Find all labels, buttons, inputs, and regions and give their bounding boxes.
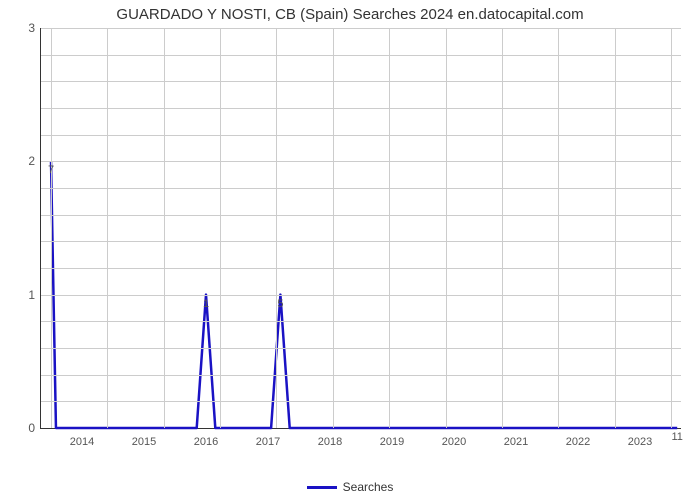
y-tick-label: 1 <box>28 288 41 302</box>
gridline-v <box>333 28 334 428</box>
x-tick-label: 2014 <box>70 428 94 448</box>
x-tick-label: 2019 <box>380 428 404 448</box>
gridline-h <box>41 348 681 349</box>
gridline-v <box>558 28 559 428</box>
y-tick-label: 2 <box>28 154 41 168</box>
gridline-h <box>41 188 681 189</box>
plot-area: 0123201420152016201720182019202020212022… <box>40 28 681 429</box>
gridline-h <box>41 215 681 216</box>
x-tick-label: 2021 <box>504 428 528 448</box>
x-tick-label: 2020 <box>442 428 466 448</box>
gridline-h <box>41 55 681 56</box>
gridline-h <box>41 295 681 296</box>
gridline-v <box>615 28 616 428</box>
gridline-h <box>41 241 681 242</box>
x-tick-label: 2023 <box>628 428 652 448</box>
gridline-h <box>41 81 681 82</box>
gridline-v <box>164 28 165 428</box>
data-point-label: 1 <box>203 298 209 310</box>
gridline-v <box>446 28 447 428</box>
data-line <box>41 28 681 428</box>
gridline-h <box>41 108 681 109</box>
gridline-h <box>41 321 681 322</box>
chart-container: GUARDADO Y NOSTI, CB (Spain) Searches 20… <box>0 0 700 500</box>
legend-label: Searches <box>343 480 394 494</box>
y-tick-label: 0 <box>28 421 41 435</box>
data-point-label: 11 <box>671 431 682 443</box>
gridline-v <box>220 28 221 428</box>
y-tick-label: 3 <box>28 21 41 35</box>
legend-swatch <box>307 486 337 489</box>
legend: Searches <box>0 480 700 494</box>
gridline-h <box>41 161 681 162</box>
gridline-h <box>41 28 681 29</box>
gridline-v <box>671 28 672 428</box>
x-tick-label: 2017 <box>256 428 280 448</box>
x-tick-label: 2015 <box>132 428 156 448</box>
gridline-v <box>51 28 52 428</box>
gridline-h <box>41 268 681 269</box>
chart-title: GUARDADO Y NOSTI, CB (Spain) Searches 20… <box>0 6 700 23</box>
data-point-label: 7 <box>48 164 54 176</box>
gridline-v <box>502 28 503 428</box>
data-point-label: 5 <box>277 298 283 310</box>
x-tick-label: 2016 <box>194 428 218 448</box>
gridline-h <box>41 375 681 376</box>
x-tick-label: 2022 <box>566 428 590 448</box>
gridline-v <box>389 28 390 428</box>
gridline-v <box>107 28 108 428</box>
gridline-h <box>41 135 681 136</box>
gridline-h <box>41 401 681 402</box>
x-tick-label: 2018 <box>318 428 342 448</box>
gridline-v <box>276 28 277 428</box>
